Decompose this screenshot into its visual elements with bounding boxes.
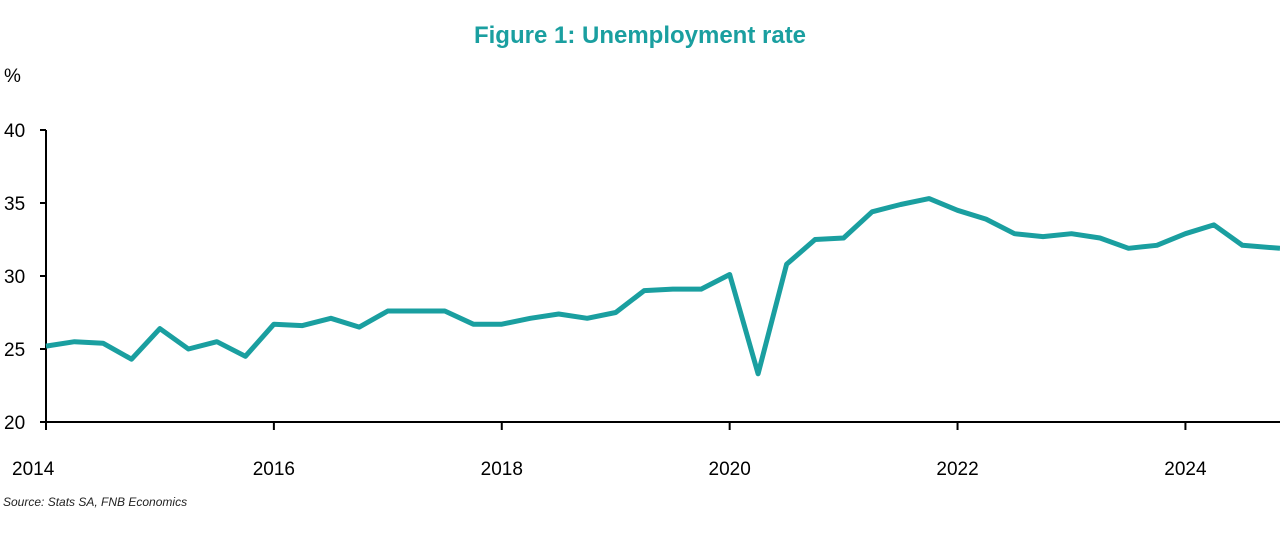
- y-tick-label: 35: [4, 194, 25, 215]
- source-note: Source: Stats SA, FNB Economics: [3, 495, 188, 509]
- x-tick-label: 2016: [253, 459, 295, 480]
- chart-title: Figure 1: Unemployment rate: [473, 22, 807, 49]
- y-tick-label: 20: [4, 413, 25, 434]
- unemployment-rate-line: [45, 196, 1280, 377]
- chart-axes: [45, 130, 1280, 430]
- y-tick-label: 30: [4, 267, 25, 288]
- x-tick-label: 2020: [709, 459, 751, 480]
- series-group: [45, 196, 1280, 377]
- y-axis-ticks: 20 25 30 35 40: [4, 121, 46, 434]
- y-tick-label: 40: [4, 121, 25, 142]
- x-tick-label: 2024: [1164, 459, 1207, 480]
- x-tick-label: 2014: [12, 459, 55, 480]
- y-axis-unit-label: %: [4, 66, 21, 87]
- x-tick-label: 2022: [936, 459, 978, 480]
- y-tick-label: 25: [4, 340, 25, 361]
- x-axis-ticks: 2014 2016 2018 2020 2022 2024: [12, 422, 1207, 480]
- x-tick-label: 2018: [481, 459, 523, 480]
